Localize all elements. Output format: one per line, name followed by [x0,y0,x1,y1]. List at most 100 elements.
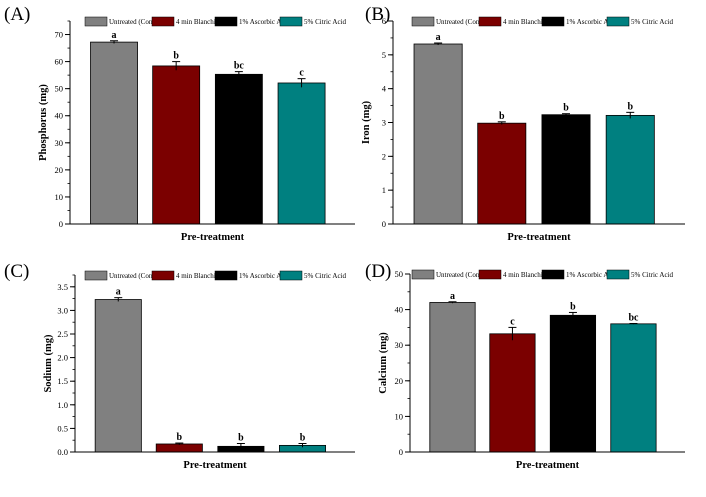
panel-letter: (C) [4,261,29,282]
legend-label-2: 4 min Blanching [176,18,223,26]
significance-label: bc [628,312,639,323]
significance-label: a [116,287,121,298]
error-bar-3 [568,311,577,319]
chart-panel-1: (A) a b bc c 0 10 20 30 40 50 60 70 Pre-treatment Phos… [4,4,355,243]
legend-swatch-4 [279,270,303,281]
legend-swatch-3 [214,16,238,27]
error-bar-2 [508,326,517,341]
legend: Untreated (Control) 4 min Blanching 1% Asc… [411,16,673,27]
significance-label: b [238,433,244,444]
y-tick-label: 1.0 [57,400,68,410]
legend-swatch-2 [478,16,502,27]
x-axis-title: Pre-treatment [183,460,247,471]
error-bar-1 [434,42,443,46]
bar-1 [413,43,463,225]
significance-label: a [112,30,117,41]
y-tick-label: 30 [395,340,404,350]
significance-label: bc [234,61,245,72]
y-tick-label: 0 [382,219,386,229]
significance-label: c [299,68,304,79]
error-bar-4 [297,78,306,88]
y-tick-label: 40 [395,305,404,315]
y-tick-label: 3.5 [57,282,68,292]
bar-3 [214,73,263,225]
bar-4 [610,323,657,453]
significance-label: b [177,432,183,443]
significance-label: a [436,32,441,43]
legend-swatch-4 [606,16,630,27]
y-tick-label: 0 [399,447,403,457]
bar-3 [549,314,597,453]
y-tick-label: 2 [382,151,386,161]
legend-label-3: 1% Ascorbic Acid [566,18,617,26]
legend-swatch-1 [84,270,108,281]
bar-1 [90,41,138,225]
y-tick-label: 0.0 [57,447,68,457]
y-axis-title: Sodium (mg) [43,334,54,393]
legend-label-1: Untreated (Control) [109,18,165,26]
legend-label-2: 4 min Blanching [503,271,550,279]
error-bar-1 [448,301,457,304]
y-tick-label: 10 [395,411,404,421]
bar-2 [152,65,201,225]
legend-label-4: 5% Citric Acid [631,18,673,26]
panel-letter: (A) [4,4,30,25]
legend-swatch-2 [151,16,175,27]
y-tick-label: 2.0 [57,353,68,363]
significance-label: b [570,301,576,312]
legend-label-2: 4 min Blanching [503,18,550,26]
legend: Untreated (Control) 4 min Blanching 1% Asc… [84,16,346,27]
bar-2 [155,443,203,453]
significance-label: b [499,111,505,122]
legend-swatch-2 [478,269,502,280]
x-axis-title: Pre-treatment [516,460,580,471]
panel-letter: (D) [365,261,391,282]
y-tick-label: 40 [55,111,64,121]
significance-label: b [300,433,306,444]
x-axis-title: Pre-treatment [507,232,571,243]
bar-4 [605,114,655,225]
legend-swatch-1 [411,16,435,27]
error-bar-3 [234,71,243,78]
y-tick-label: 5 [382,50,386,60]
legend-label-1: Untreated (Control) [436,271,492,279]
y-axis-title: Phosphorus (mg) [38,84,49,161]
bar-2 [477,122,527,225]
y-tick-label: 50 [395,269,404,279]
y-tick-label: 1.5 [57,376,68,386]
legend-label-4: 5% Citric Acid [631,271,673,279]
x-axis-title: Pre-treatment [181,232,245,243]
legend-swatch-1 [411,269,435,280]
y-tick-label: 0 [59,219,63,229]
error-bar-2 [175,442,184,445]
significance-label: b [627,101,633,112]
legend-label-3: 1% Ascorbic Acid [566,271,617,279]
y-tick-label: 20 [395,376,404,386]
y-tick-label: 20 [55,165,64,175]
error-bar-2 [172,61,181,71]
error-bar-4 [629,322,638,325]
bar-3 [541,114,591,225]
bar-1 [429,302,476,453]
legend-label-4: 5% Citric Acid [304,272,346,280]
legend: Untreated (Control) 4 min Blanching 1% Asc… [84,270,346,281]
y-tick-label: 4 [382,84,387,94]
legend-label-1: Untreated (Control) [436,18,492,26]
bar-1 [94,299,142,453]
legend-swatch-2 [151,270,175,281]
legend-swatch-3 [541,16,565,27]
significance-label: b [173,51,179,62]
y-axis-title: Iron (mg) [361,100,372,144]
y-tick-label: 6 [382,16,386,26]
bar-4 [277,82,326,225]
error-bar-4 [298,443,307,448]
legend-swatch-1 [84,16,108,27]
chart-panel-4: (D) a c b bc 0 10 20 30 40 50 Pre-treatment Calcium … [365,261,685,471]
error-bar-1 [114,297,123,302]
legend-label-3: 1% Ascorbic Acid [239,272,290,280]
y-tick-label: 50 [55,84,64,94]
y-axis-title: Calcium (mg) [378,332,389,394]
chart-panel-2: (B) a b b b 0 1 2 3 4 5 6 Pre-treatment Iron (mg) Untr… [361,4,685,243]
y-tick-label: 3 [382,118,386,128]
